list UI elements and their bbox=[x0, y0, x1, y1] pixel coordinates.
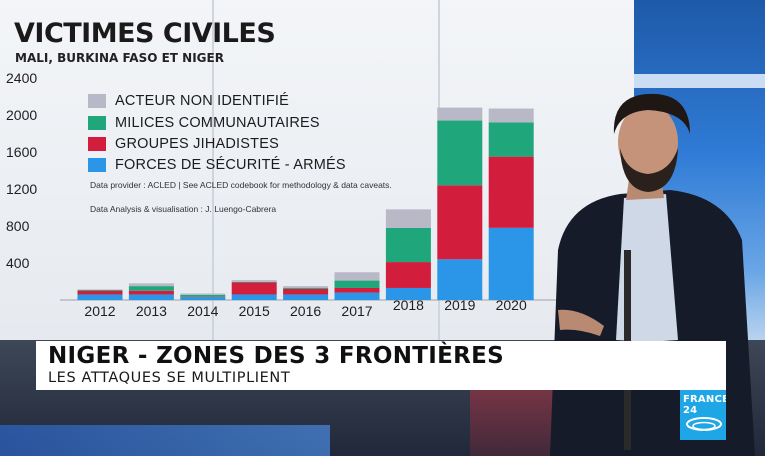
bar-segment bbox=[488, 108, 534, 123]
legend-label: MILICES COMMUNAUTAIRES bbox=[115, 115, 320, 131]
bar-segment bbox=[334, 272, 380, 281]
x-tick-label: 2014 bbox=[187, 303, 218, 319]
floor-light bbox=[0, 425, 330, 456]
logo-swirl-icon bbox=[686, 417, 722, 431]
bar-segment bbox=[437, 107, 483, 121]
studio-light-strip bbox=[632, 74, 765, 88]
wall-seam bbox=[212, 0, 214, 340]
bar-segment bbox=[283, 288, 329, 295]
channel-logo-text: FRANCE 24 bbox=[683, 394, 726, 416]
y-tick-label: 1600 bbox=[6, 144, 37, 160]
chart-legend: ACTEUR NON IDENTIFIÉ MILICES COMMUNAUTAI… bbox=[80, 84, 430, 224]
presenter-beard bbox=[620, 148, 678, 192]
banner-headline: NIGER - ZONES DES 3 FRONTIÈRES bbox=[48, 343, 504, 369]
bar-segment bbox=[180, 294, 226, 297]
chart-credit-note: Data Analysis & visualisation : J. Lueng… bbox=[90, 204, 277, 214]
legend-item: GROUPES JIHADISTES bbox=[88, 135, 279, 153]
bar-segment bbox=[77, 289, 123, 291]
bar-segment bbox=[437, 120, 483, 186]
legend-label: GROUPES JIHADISTES bbox=[115, 136, 279, 152]
legend-item: MILICES COMMUNAUTAIRES bbox=[88, 114, 320, 132]
bar-segment bbox=[128, 286, 174, 291]
bar-segment bbox=[231, 294, 277, 300]
presenter-hand bbox=[558, 309, 604, 336]
legend-item: FORCES DE SÉCURITÉ - ARMÉS bbox=[88, 156, 346, 174]
x-tick-label: 2020 bbox=[496, 297, 527, 313]
legend-label: FORCES DE SÉCURITÉ - ARMÉS bbox=[115, 157, 346, 173]
bar-segment bbox=[437, 259, 483, 300]
presenter bbox=[550, 93, 755, 456]
bar-segment bbox=[180, 293, 226, 295]
bar-segment bbox=[283, 286, 329, 288]
bar-segment bbox=[283, 294, 329, 300]
bar-segment bbox=[128, 294, 174, 300]
bar-segment bbox=[488, 227, 534, 300]
x-tick-label: 2017 bbox=[341, 303, 372, 319]
news-banner: NIGER - ZONES DES 3 FRONTIÈRES LES ATTAQ… bbox=[36, 341, 726, 390]
y-tick-label: 400 bbox=[6, 255, 30, 271]
y-tick-label: 2400 bbox=[6, 70, 37, 86]
bar-segment bbox=[231, 280, 277, 282]
presenter-face bbox=[618, 104, 678, 180]
legend-label: ACTEUR NON IDENTIFIÉ bbox=[115, 93, 289, 109]
x-tick-label: 2016 bbox=[290, 303, 321, 319]
video-wall: 400 800 1200 1600 2000 2400 2012 2013 2014 2015 20… bbox=[0, 0, 634, 340]
bar-segment bbox=[77, 290, 123, 295]
x-tick-label: 2019 bbox=[444, 297, 475, 313]
legend-swatch bbox=[88, 94, 106, 108]
chart-subtitle: MALI, BURKINA FASO ET NIGER bbox=[15, 51, 224, 65]
presenter-hair bbox=[613, 93, 690, 134]
y-tick-label: 2000 bbox=[6, 107, 37, 123]
bar-segment bbox=[385, 227, 431, 263]
x-tick-label: 2018 bbox=[393, 297, 424, 313]
bar-segment bbox=[385, 209, 431, 228]
x-tick-label: 2012 bbox=[84, 303, 115, 319]
legend-swatch bbox=[88, 137, 106, 151]
bar-segment bbox=[128, 290, 174, 295]
bar-segment bbox=[385, 262, 431, 288]
bar-segment bbox=[334, 287, 380, 293]
bar-segment bbox=[334, 280, 380, 288]
bar-segment bbox=[385, 287, 431, 300]
bar-segment bbox=[77, 294, 123, 300]
legend-swatch bbox=[88, 158, 106, 172]
chart-title: VICTIMES CIVILES bbox=[14, 18, 276, 49]
y-tick-label: 800 bbox=[6, 218, 30, 234]
x-tick-label: 2013 bbox=[136, 303, 167, 319]
bar-segment bbox=[334, 292, 380, 300]
bar-segment bbox=[437, 185, 483, 260]
y-tick-label: 1200 bbox=[6, 181, 37, 197]
bar-segment bbox=[283, 287, 329, 289]
bar-segment bbox=[488, 156, 534, 228]
bar-segment bbox=[488, 122, 534, 157]
bar-segment bbox=[180, 297, 226, 300]
bar-chart: 400 800 1200 1600 2000 2400 2012 2013 2014 2015 20… bbox=[6, 70, 600, 319]
legend-swatch bbox=[88, 116, 106, 130]
x-tick-label: 2015 bbox=[239, 303, 270, 319]
banner-subheadline: LES ATTAQUES SE MULTIPLIENT bbox=[48, 370, 291, 386]
bar-segment bbox=[128, 283, 174, 287]
presenter-shirt bbox=[616, 194, 678, 342]
chart-source-note: Data provider : ACLED | See ACLED codebo… bbox=[90, 180, 392, 190]
bar-segment bbox=[231, 282, 277, 295]
channel-logo: FRANCE 24 bbox=[680, 390, 726, 440]
legend-item: ACTEUR NON IDENTIFIÉ bbox=[88, 92, 289, 110]
